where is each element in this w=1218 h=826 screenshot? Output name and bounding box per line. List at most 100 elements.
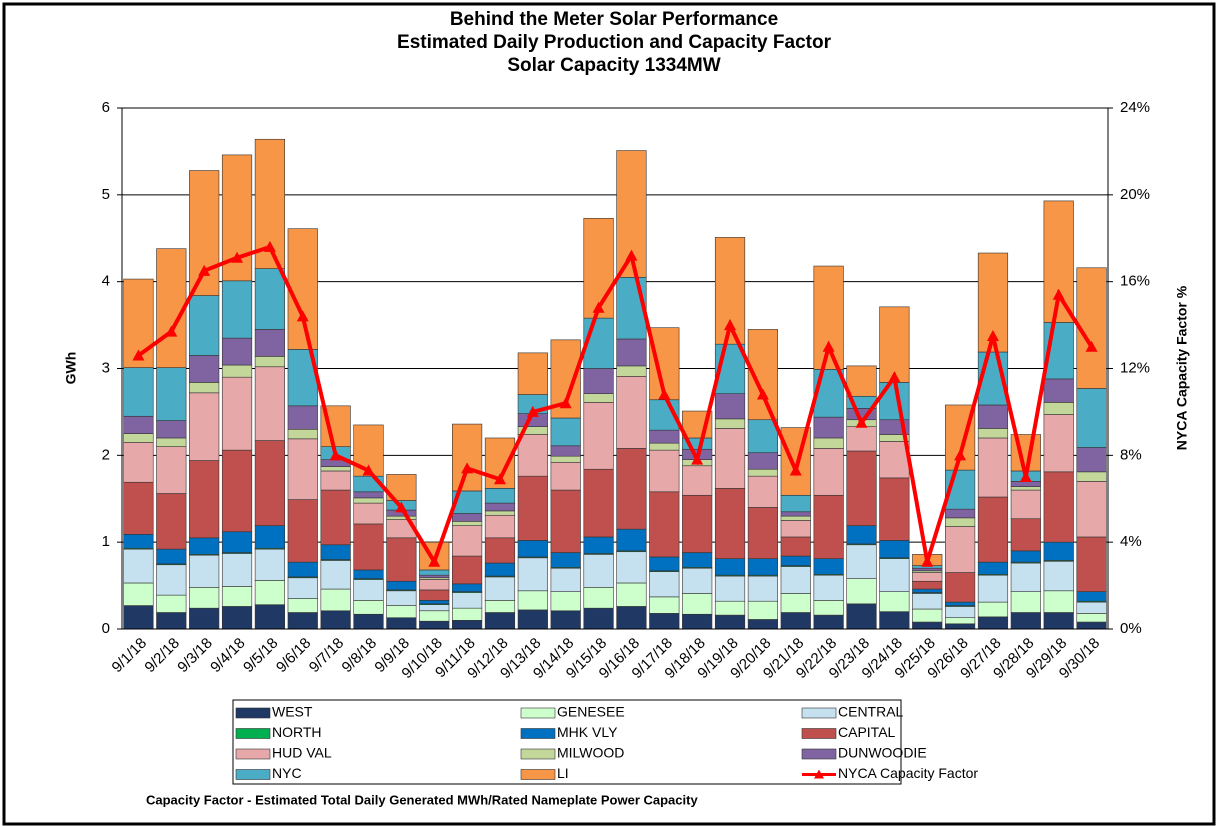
bar-segment xyxy=(1010,486,1041,491)
bar-segment xyxy=(353,579,384,601)
bar-segment xyxy=(517,540,548,558)
bar-segment xyxy=(156,493,187,550)
bar-segment xyxy=(254,329,285,357)
bar-segment xyxy=(254,525,285,549)
bar-segment xyxy=(583,468,614,538)
bar-segment xyxy=(484,514,516,539)
bar-segment xyxy=(550,455,581,463)
bar-segment xyxy=(780,515,811,521)
bar-segment xyxy=(386,474,417,501)
bar-segment xyxy=(123,367,154,417)
y-tick-label: 0 xyxy=(102,620,110,637)
bar-segment xyxy=(287,561,318,578)
legend-label: WEST xyxy=(272,704,313,720)
bar-segment xyxy=(1076,471,1107,482)
bar-segment xyxy=(813,574,844,601)
bar-segment xyxy=(386,590,417,606)
line-marker xyxy=(888,371,901,383)
bar-segment xyxy=(550,610,581,630)
line-marker xyxy=(1019,471,1032,483)
line xyxy=(137,244,1094,567)
line-marker xyxy=(756,388,769,400)
bar-segment xyxy=(452,513,483,522)
bar-segment xyxy=(780,612,811,630)
line-marker xyxy=(526,405,539,417)
bar-segment xyxy=(517,475,548,541)
bar-segment xyxy=(1043,590,1074,613)
bar-segment xyxy=(517,434,548,477)
bar-segment xyxy=(649,449,680,493)
y-tick-label: 5 xyxy=(102,186,110,203)
bar-segment xyxy=(221,449,253,533)
bar-segment xyxy=(386,605,417,619)
bar-segment xyxy=(813,416,844,439)
bar-segment xyxy=(550,552,581,568)
bar-segment xyxy=(714,393,746,420)
bar-segment xyxy=(912,608,943,623)
bar-segment xyxy=(221,337,253,366)
bar-segment xyxy=(419,589,450,601)
line-marker xyxy=(296,310,309,322)
bar-segment xyxy=(221,280,253,339)
legend-label: CAPITAL xyxy=(838,724,896,740)
bar-segment xyxy=(156,548,187,565)
line-marker xyxy=(954,449,967,461)
bar-segment xyxy=(419,610,450,622)
bar-segment xyxy=(353,600,384,615)
bar-segment xyxy=(123,534,154,549)
bar-segment xyxy=(780,520,811,538)
bar-segment xyxy=(452,620,483,630)
bar-segment xyxy=(484,612,516,630)
legend-swatch xyxy=(801,748,837,760)
bar-segment xyxy=(583,554,614,588)
line-marker xyxy=(362,464,375,476)
legend-swatch xyxy=(801,707,837,719)
legend-swatch xyxy=(814,769,824,779)
bar-segment xyxy=(977,561,1009,575)
bar-segment xyxy=(714,488,746,559)
bar-segment xyxy=(1043,471,1074,543)
bar-segment xyxy=(1010,550,1041,563)
bar-segment xyxy=(189,170,220,296)
bar-segment xyxy=(1010,591,1041,613)
bar-segment xyxy=(846,450,877,526)
bar-segment xyxy=(813,600,844,616)
bar-segment xyxy=(649,442,680,451)
bar-segment xyxy=(221,364,253,378)
bar-segment xyxy=(912,593,943,610)
bar-segment xyxy=(616,606,647,630)
bar-segment xyxy=(1076,388,1107,448)
bar-segment xyxy=(616,338,647,367)
bar-segment xyxy=(189,537,220,555)
bar-segment xyxy=(123,481,154,535)
line-marker xyxy=(592,301,605,313)
bar-segment xyxy=(254,580,285,605)
legend-swatch xyxy=(520,707,556,719)
bar-segment xyxy=(583,393,614,403)
bar-segment xyxy=(254,356,285,368)
bar-segment xyxy=(189,355,220,383)
line-marker xyxy=(1052,288,1065,300)
bar-segment xyxy=(747,475,778,508)
line-marker xyxy=(625,249,638,261)
bar-segment xyxy=(221,376,253,451)
bar-segment xyxy=(780,536,811,557)
bar-segment xyxy=(419,574,450,579)
bar-segment xyxy=(682,465,713,496)
bar-segment xyxy=(945,526,976,573)
bar-segment xyxy=(780,494,811,513)
bar-segment xyxy=(1043,402,1074,415)
bar-segment xyxy=(1076,481,1107,538)
bar-segment xyxy=(813,448,844,496)
bar-segment xyxy=(353,523,384,571)
y-tick-label: 6 xyxy=(102,99,110,116)
line-marker xyxy=(461,462,474,474)
bar-segment xyxy=(320,610,351,630)
chart-title: Behind the Meter Solar Performance xyxy=(450,9,778,30)
bar-segment xyxy=(813,558,844,575)
legend-label: MHK VLY xyxy=(557,724,618,740)
bar-segment xyxy=(287,499,318,563)
bar-segment xyxy=(484,488,516,504)
bar-segment xyxy=(780,511,811,517)
